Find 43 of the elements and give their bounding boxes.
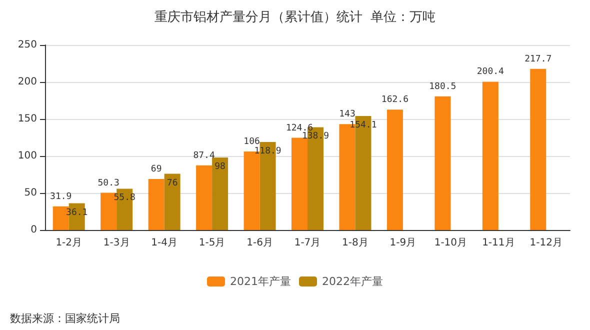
bar	[164, 174, 180, 230]
data-label: 76	[166, 178, 178, 188]
data-label: 69	[150, 164, 162, 174]
x-tick-label: 1-7月	[294, 238, 321, 248]
y-tick-label: 100	[18, 150, 37, 162]
legend-label: 2022年产量	[322, 275, 383, 288]
x-tick-label: 1-8月	[342, 238, 368, 248]
x-tick-label: 1-3月	[103, 238, 130, 248]
data-label: 217.7	[524, 54, 552, 64]
data-label: 31.9	[50, 192, 72, 202]
data-label: 143	[339, 110, 356, 120]
x-tick-label: 1-2月	[56, 238, 82, 248]
x-tick-label: 1-9月	[390, 238, 416, 248]
data-label: 200.4	[476, 67, 504, 78]
x-tick-label: 1-4月	[151, 238, 178, 248]
bar	[434, 96, 451, 230]
data-label: 106	[244, 137, 260, 148]
x-tick-label: 1-10月	[434, 238, 468, 248]
data-label: 87.4	[193, 150, 215, 161]
y-tick-label: 50	[24, 188, 37, 198]
x-tick-label: 1-5月	[198, 238, 226, 248]
data-label: 98	[214, 162, 226, 172]
data-label: 50.3	[98, 178, 120, 188]
bar	[196, 165, 212, 230]
bar	[148, 178, 164, 230]
data-label: 162.6	[381, 95, 408, 106]
data-label: 124.6	[286, 123, 314, 134]
bar	[292, 138, 308, 230]
y-tick-label: 150	[18, 114, 37, 124]
y-tick-label: 0	[30, 224, 37, 236]
x-tick-label: 1-6月	[246, 238, 273, 248]
bar	[386, 110, 403, 230]
y-tick-label: 250	[18, 40, 37, 50]
legend-label: 2021年产量	[230, 275, 292, 288]
chart-title: 重庆市铝材产量分月（累计值）统计 单位：万吨	[154, 10, 436, 25]
bar	[482, 82, 498, 230]
x-tick-label: 1-12月	[530, 238, 562, 248]
bar	[212, 157, 228, 230]
data-label: 180.5	[429, 82, 456, 92]
source-note: 数据来源：国家统计局	[10, 312, 120, 325]
x-tick-label: 1-11月	[482, 238, 515, 248]
bar	[530, 68, 546, 230]
y-tick-label: 200	[18, 76, 37, 88]
